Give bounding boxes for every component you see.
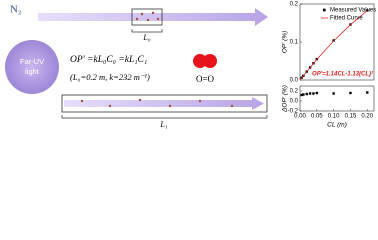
data-point (366, 9, 369, 12)
y-axis-label: ΔOP′ (%) (282, 85, 289, 113)
path-label: L₀ (142, 33, 150, 42)
page: { "diagram": { "gas_label": "N₂", "lamp_… (5, 1, 377, 129)
x-tick-label: 0.15 (345, 114, 357, 120)
data-point (366, 91, 369, 94)
data-point (305, 92, 308, 96)
charts: 0.0 0.1 0.2 OP′ (%) Measured Values Fitted Cu… (282, 2, 377, 129)
y-tick-label: 0.2 (290, 89, 299, 95)
y-tick-label: 0.1 (290, 40, 299, 46)
data-point (312, 92, 315, 95)
legend-label: Fitted Curve (330, 16, 363, 22)
data-point (349, 91, 352, 95)
particles (80, 98, 234, 108)
data-point (302, 93, 305, 96)
x-axis-label: CL (m) (327, 122, 347, 129)
y-tick-label: 0.0 (290, 78, 299, 84)
x-tick-label: 0.00 (294, 114, 306, 120)
x-tick-label: 0.05 (311, 114, 323, 120)
lamp (5, 40, 59, 94)
cell (131, 8, 163, 26)
y-tick-label: -0.2 (288, 109, 299, 115)
bracket (131, 29, 163, 33)
equation: OP′ =kL₀C₀ =kL₁C₁ (70, 55, 147, 65)
legend-label: Measured Values (330, 8, 376, 14)
beam-arrow (64, 97, 264, 110)
cell (61, 94, 268, 113)
y-axis-label: OP′ (%) (282, 31, 289, 54)
beam-arrow (38, 8, 268, 26)
data-point (300, 93, 303, 97)
legend-swatch (323, 8, 326, 12)
x-tick-label: 0.10 (328, 114, 340, 120)
lamp-label: light (25, 67, 40, 76)
y-tick-label: 0.0 (290, 99, 299, 105)
bracket (61, 115, 268, 119)
figure: N₂ L₀ Far-UV light OP′ =kL₀C₀ =kL₁C₁ (L₀… (5, 2, 377, 129)
plot-frame (299, 85, 375, 112)
parameters: (L₀=0.2 m, k=232 m⁻¹) (70, 72, 150, 82)
data-point (332, 92, 335, 95)
atom (193, 54, 207, 68)
atom (203, 54, 217, 68)
path-label: L₁ (159, 120, 167, 129)
fitted-curve (299, 10, 368, 81)
data-point (315, 91, 319, 95)
annotation: OP′=1.14CL-1.13(CL)² (312, 71, 374, 78)
x-tick-label: 0.20 (361, 114, 373, 120)
molecule-label: O=O (196, 74, 215, 84)
gas-label: N₂ (10, 4, 22, 16)
y-tick-label: 0.2 (290, 2, 299, 8)
data-point (308, 92, 312, 95)
lamp-label: Far-UV (20, 57, 44, 66)
particles (135, 11, 160, 22)
